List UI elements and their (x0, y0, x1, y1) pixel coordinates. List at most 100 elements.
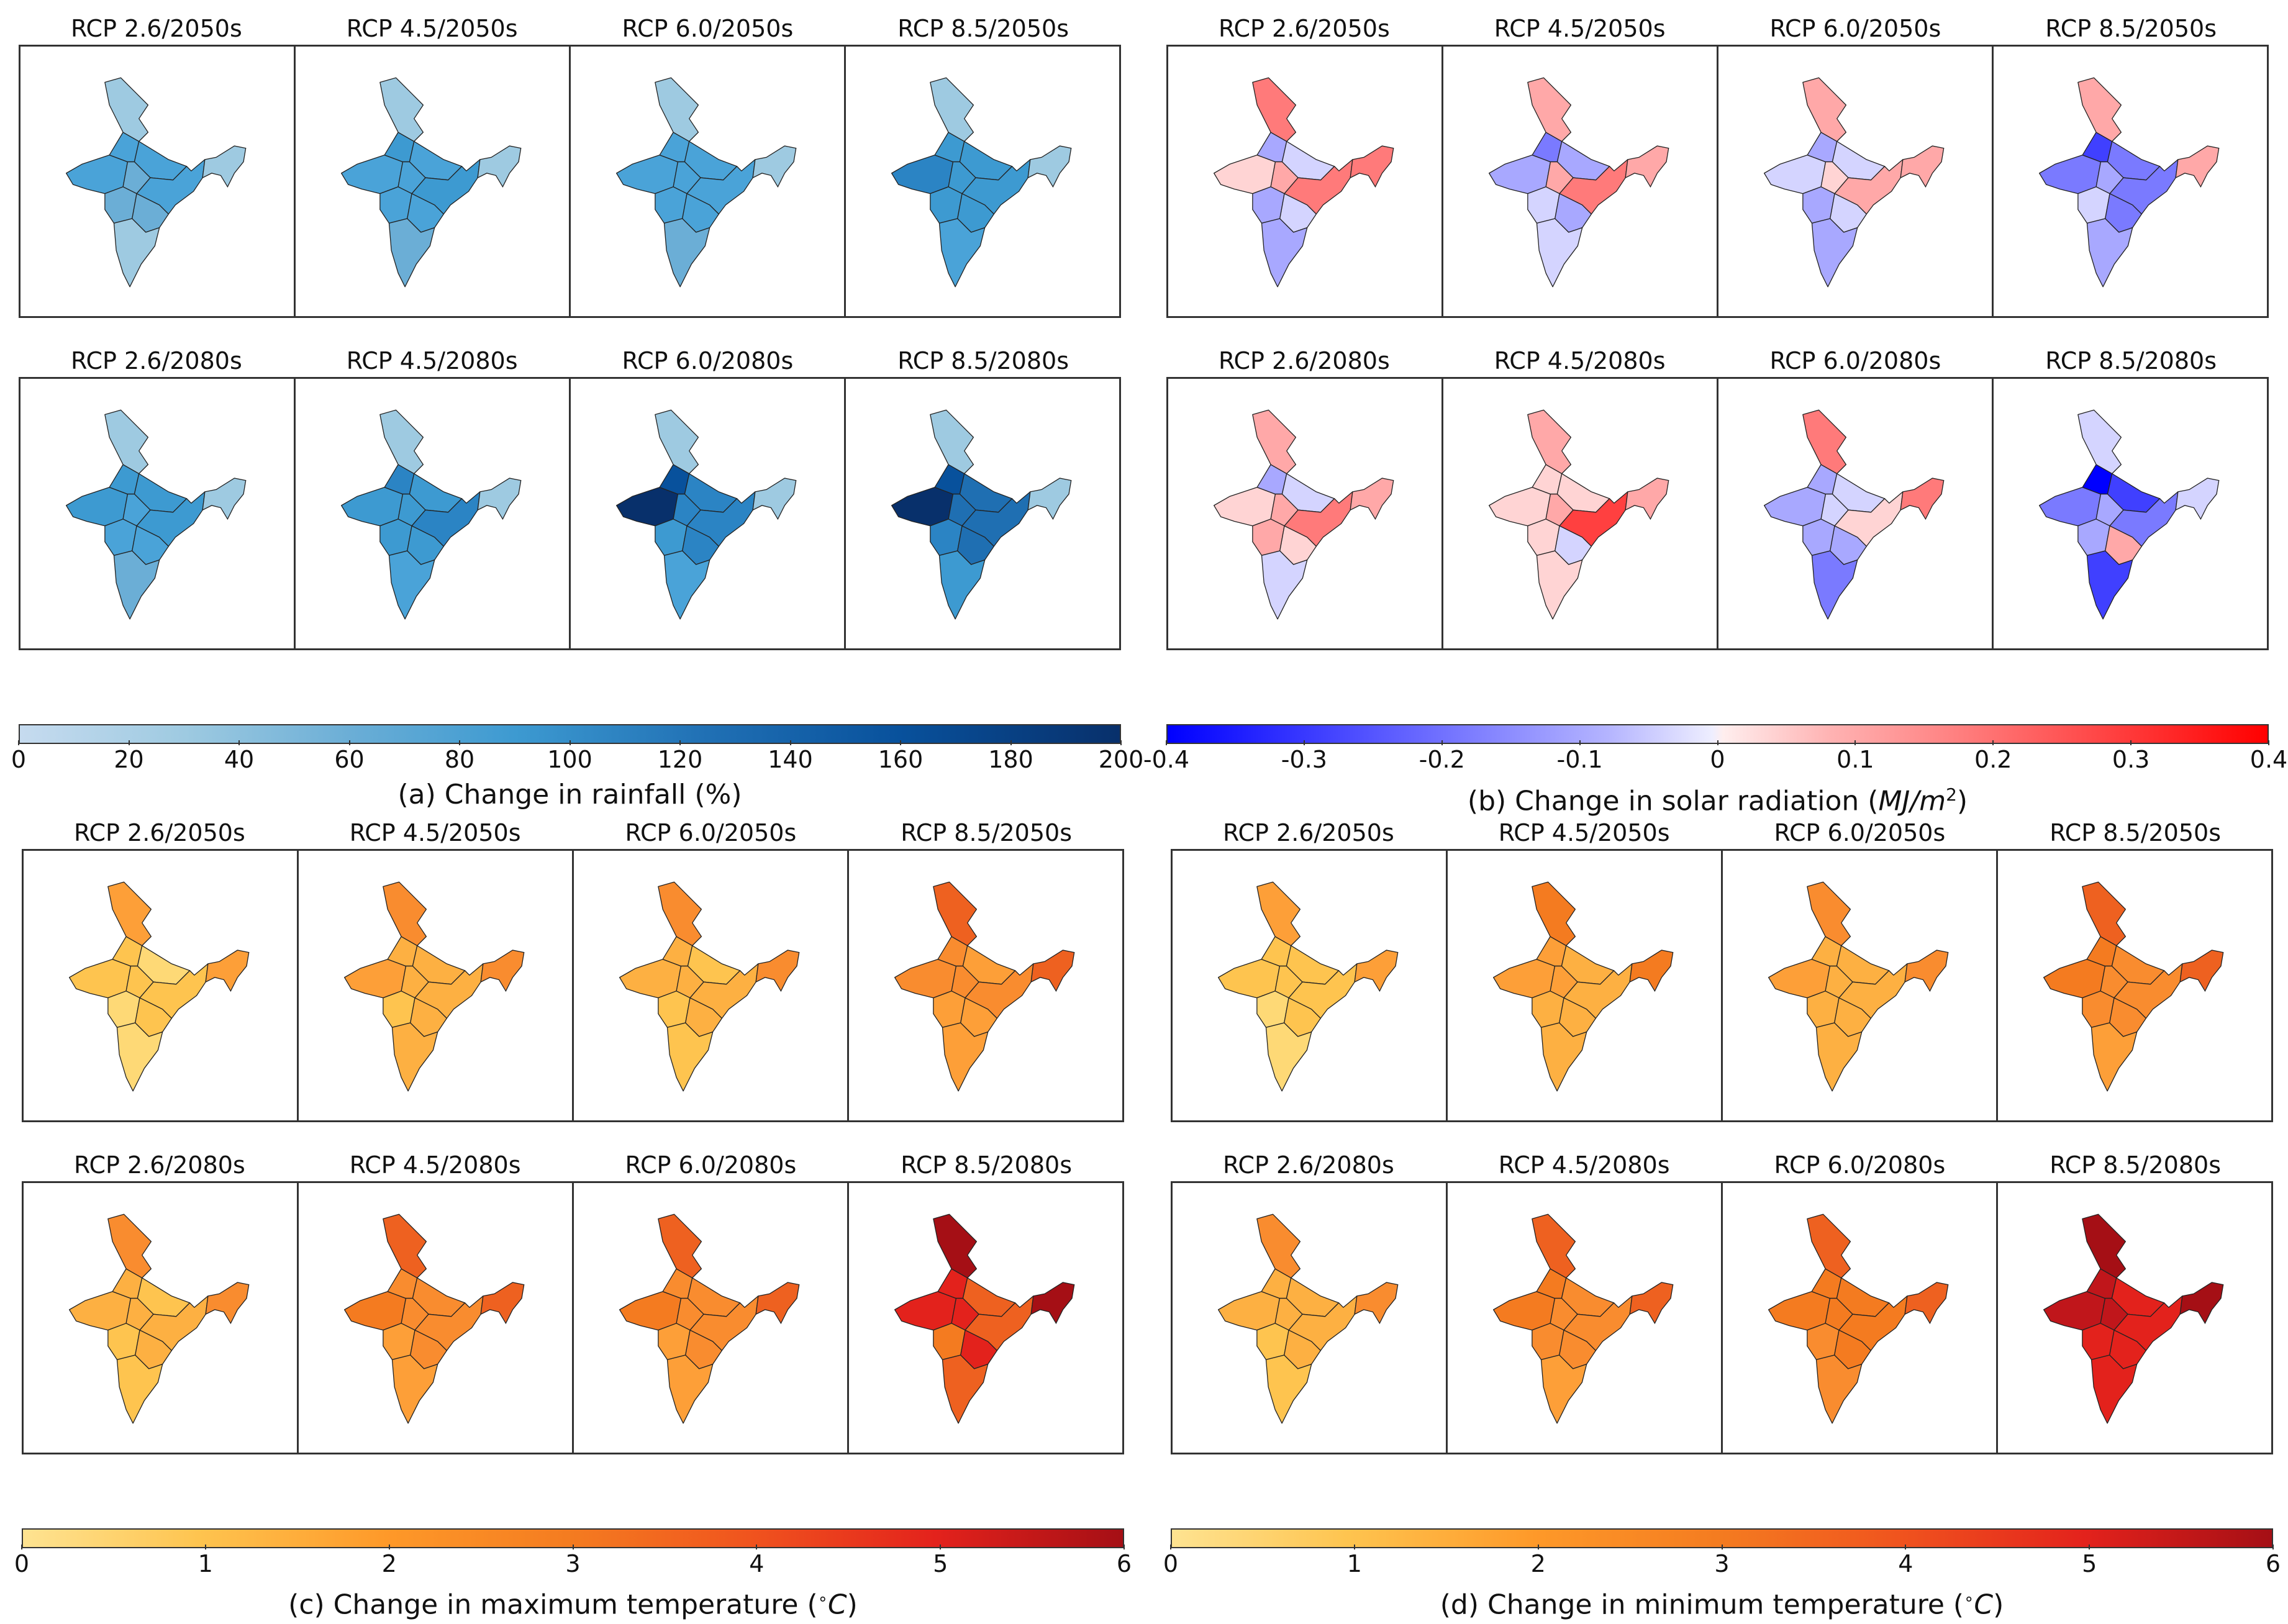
colorbar-tick-mark (679, 740, 681, 745)
india-map (1213, 409, 1394, 620)
map-region-1 (616, 154, 679, 194)
map-region-northeast (1030, 950, 1075, 992)
india-map (1217, 881, 1399, 1092)
india-map (2039, 409, 2220, 620)
colorbar-tick-label: 0.1 (1836, 746, 1874, 773)
panel-titles: RCP 2.6/2080s RCP 4.5/2080s RCP 6.0/2080s R… (1166, 345, 2269, 377)
colorbar-tick-label: -0.2 (1419, 746, 1465, 773)
colorbar-tick-mark (2272, 1545, 2274, 1549)
india-map (894, 1213, 1075, 1424)
panel-titles: RCP 2.6/2050s RCP 4.5/2050s RCP 6.0/2050s R… (1166, 12, 2269, 45)
colorbar-tick-label: 3 (1714, 1550, 1730, 1577)
panel-title: RCP 2.6/2050s (1222, 819, 1394, 846)
map-region-northeast (1900, 145, 1945, 188)
map-region-1 (616, 486, 679, 527)
map-panel (1446, 1183, 1721, 1453)
solar-caption-unit: MJ/m (1878, 785, 1946, 817)
min-temperature-figure: RCP 2.6/2050s RCP 4.5/2050s RCP 6.0/2050s R… (1163, 817, 2281, 1621)
map-region-northeast (1030, 1282, 1075, 1325)
map-region-4 (107, 1213, 152, 1279)
colorbar-tick-mark (789, 740, 791, 745)
colorbar-tick-label: 3 (565, 1550, 581, 1577)
map-region-9 (942, 1354, 989, 1424)
max-temp-row-2050s: RCP 2.6/2050s RCP 4.5/2050s RCP 6.0/2050s R… (22, 817, 1124, 1124)
india-map (1489, 77, 1669, 288)
min-temp-colorbar-ticks: 0 1 2 3 4 5 6 (1163, 1545, 2281, 1579)
map-region-1 (1489, 486, 1551, 527)
colorbar-tick-label: 0 (1163, 1550, 1179, 1577)
map-region-1 (1764, 154, 1827, 194)
colorbar-tick-label: -0.4 (1143, 746, 1190, 773)
map-region-9 (666, 1022, 714, 1092)
map-region-9 (1261, 550, 1308, 620)
india-map (891, 77, 1072, 288)
panel-title: RCP 8.5/2080s (897, 347, 1069, 374)
map-panel (572, 1183, 847, 1453)
map-region-9 (1815, 1354, 1863, 1424)
colorbar-tick-label: 0 (14, 1550, 30, 1577)
colorbar-tick-mark (1537, 1545, 1539, 1549)
map-region-northeast (205, 1282, 250, 1325)
map-panel (1441, 379, 1717, 648)
map-region-9 (1540, 1354, 1587, 1424)
map-region-4 (104, 77, 149, 142)
map-region-9 (113, 550, 160, 620)
map-region-9 (116, 1022, 163, 1092)
min-temp-row-2050s: RCP 2.6/2050s RCP 4.5/2050s RCP 6.0/2050s R… (1171, 817, 2273, 1124)
panel-title: RCP 6.0/2080s (1774, 1151, 1946, 1179)
colorbar-tick-mark (940, 1545, 942, 1549)
panel-title: RCP 4.5/2080s (349, 1151, 521, 1179)
map-panel (20, 47, 294, 316)
map-panel (1173, 851, 1446, 1120)
india-map (69, 1213, 250, 1424)
colorbar-tick-label: 60 (334, 746, 365, 773)
india-map (1489, 409, 1669, 620)
colorbar-tick-mark (1170, 1545, 1171, 1549)
map-region-9 (1811, 550, 1858, 620)
colorbar-tick-label: 100 (547, 746, 592, 773)
map-panel (20, 379, 294, 648)
map-region-4 (383, 1213, 427, 1279)
colorbar-tick-label: 5 (933, 1550, 948, 1577)
rainfall-row-2080s: RCP 2.6/2080s RCP 4.5/2080s RCP 6.0/2080s R… (19, 345, 1121, 652)
map-panel (24, 1183, 297, 1453)
min-temp-caption-text: (d) Change in minimum temperature (1440, 1589, 1945, 1621)
map-panel (294, 379, 569, 648)
map-region-northeast (1625, 478, 1669, 520)
map-panel (1441, 47, 1717, 316)
panel-title: RCP 4.5/2050s (1498, 819, 1670, 846)
colorbar-tick-mark (572, 1545, 574, 1549)
map-region-4 (1252, 409, 1297, 474)
map-region-1 (1217, 958, 1281, 999)
colorbar-tick-label: -0.1 (1556, 746, 1603, 773)
map-region-9 (1815, 1022, 1863, 1092)
map-region-northeast (755, 950, 800, 992)
india-map (619, 1213, 800, 1424)
solar-row-2080s: RCP 2.6/2080s RCP 4.5/2080s RCP 6.0/2080s R… (1166, 345, 2269, 652)
colorbar-tick-mark (21, 1545, 22, 1549)
map-panel (1996, 1183, 2271, 1453)
map-panel (569, 47, 844, 316)
map-region-9 (663, 550, 710, 620)
panel-frame (1166, 377, 2269, 650)
map-region-4 (379, 409, 424, 474)
colorbar-tick-label: 4 (1898, 1550, 1913, 1577)
colorbar-tick-mark (1010, 740, 1012, 745)
map-region-northeast (480, 1282, 525, 1325)
colorbar-tick-label: 40 (224, 746, 255, 773)
map-region-northeast (205, 950, 250, 992)
map-region-1 (344, 958, 407, 999)
map-region-4 (933, 881, 978, 946)
map-region-northeast (1350, 145, 1394, 188)
colorbar-tick-label: 200 (1098, 746, 1144, 773)
colorbar-tick-label: 20 (114, 746, 144, 773)
map-region-1 (1489, 154, 1551, 194)
map-panel (844, 47, 1119, 316)
map-region-northeast (1354, 950, 1399, 992)
map-panel (844, 379, 1119, 648)
india-map (1217, 1213, 1399, 1424)
map-region-1 (894, 1291, 957, 1331)
panel-titles: RCP 2.6/2050s RCP 4.5/2050s RCP 6.0/2050s R… (22, 817, 1124, 849)
india-map (1768, 881, 1949, 1092)
colorbar-tick-mark (569, 740, 571, 745)
